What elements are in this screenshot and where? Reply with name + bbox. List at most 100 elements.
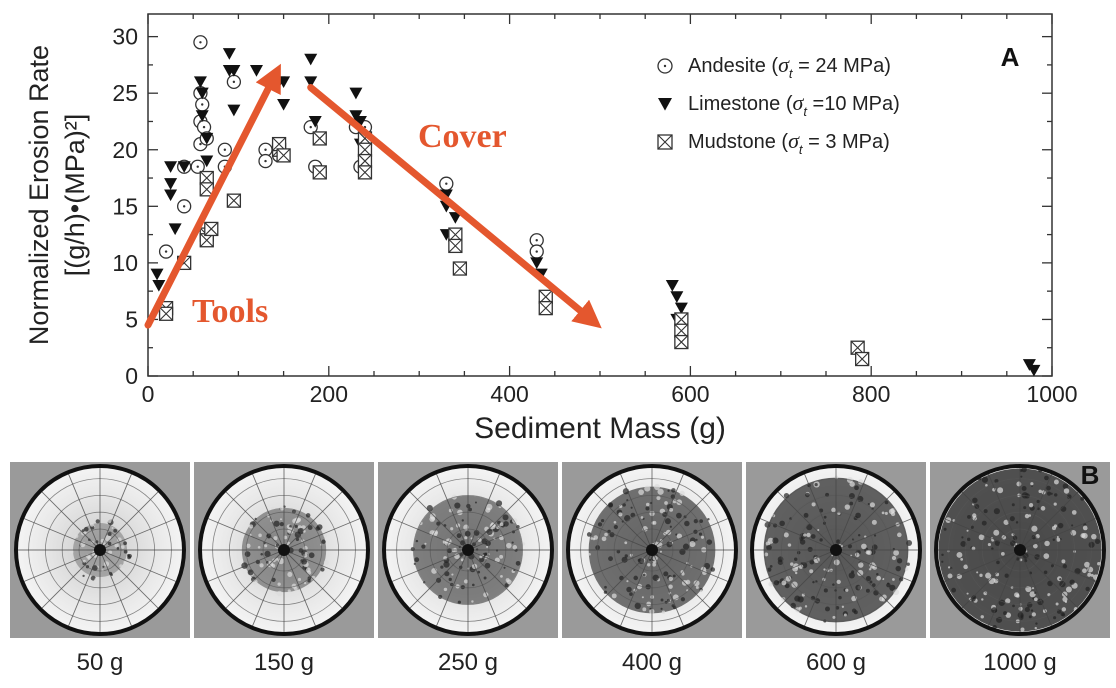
data-point-triangle-down xyxy=(150,268,164,281)
data-point-triangle-down xyxy=(304,76,318,89)
panel-b-photos: 50 g 150 g 250 g 400 g 600 g 1000 g xyxy=(10,462,1110,676)
trend-arrow-tools xyxy=(144,63,281,329)
data-point-circle xyxy=(529,233,544,248)
data-point-box-x xyxy=(850,340,865,355)
y-tick-label: 10 xyxy=(112,250,138,276)
plate-label: 150 g xyxy=(254,649,314,676)
trend-arrows xyxy=(144,63,602,329)
panel-label-a: A xyxy=(1001,42,1020,72)
plate-photo xyxy=(194,462,374,638)
data-point-triangle-down xyxy=(164,189,178,202)
plate-label: 1000 g xyxy=(983,649,1056,676)
data-point-box-x xyxy=(452,261,468,276)
data-point-box-x xyxy=(204,221,219,237)
y-tick-label: 0 xyxy=(125,363,138,389)
y-axis-unit: [(g/h)•(MPa)²] xyxy=(60,114,90,276)
data-point-triangle-down xyxy=(168,223,182,236)
legend-marker-box-x xyxy=(657,134,673,150)
y-axis-label: Normalized Erosion Rate xyxy=(24,45,54,345)
data-point-triangle-down xyxy=(164,178,178,190)
data-point-box-x xyxy=(674,312,689,327)
x-tick-label: 0 xyxy=(142,381,155,407)
data-point-triangle-down xyxy=(152,279,166,292)
data-point-triangle-down xyxy=(195,110,209,122)
data-point-triangle-down xyxy=(222,48,236,60)
plate-label: 250 g xyxy=(438,649,498,676)
legend-marker-triangle-down xyxy=(658,98,672,111)
data-point-triangle-down xyxy=(1027,364,1041,377)
data-points xyxy=(150,35,1041,377)
x-tick-label: 1000 xyxy=(1026,381,1077,407)
data-point-circle xyxy=(226,74,242,90)
plate-photo xyxy=(378,462,558,638)
data-point-triangle-down xyxy=(164,161,178,173)
legend-entry: Andesite (σt = 24 MPa) xyxy=(688,52,891,81)
data-point-box-x xyxy=(855,351,870,367)
plate-photo xyxy=(562,462,742,638)
plate-label: 600 g xyxy=(806,649,866,676)
annotation-cover: Cover xyxy=(418,118,507,155)
data-point-triangle-down xyxy=(195,87,209,100)
data-point-box-x xyxy=(448,227,463,242)
y-tick-label: 20 xyxy=(112,137,138,163)
data-point-box-x xyxy=(199,182,214,197)
data-point-box-x xyxy=(538,300,553,316)
y-tick-label: 5 xyxy=(125,306,138,332)
data-point-circle xyxy=(529,244,544,259)
data-point-circle xyxy=(195,97,210,112)
data-point-box-x xyxy=(312,131,327,146)
plate-photo xyxy=(746,462,926,638)
legend-entry: Limestone (σt =10 MPa) xyxy=(688,90,900,119)
data-point-circle xyxy=(158,244,174,259)
x-tick-label: 400 xyxy=(490,381,528,407)
data-point-triangle-down xyxy=(448,212,462,224)
annotation-tools: Tools xyxy=(192,293,268,330)
data-point-triangle-down xyxy=(530,257,544,270)
y-tick-label: 25 xyxy=(112,80,138,106)
data-point-triangle-down xyxy=(177,161,191,173)
data-point-triangle-down xyxy=(200,155,214,168)
x-axis: 0 200 400 600 800 1000 xyxy=(142,14,1078,407)
data-point-triangle-down xyxy=(349,87,363,100)
x-tick-label: 600 xyxy=(671,381,709,407)
data-point-circle xyxy=(258,153,273,169)
trend-arrow-cover xyxy=(307,84,602,329)
legend-marker-circle xyxy=(657,58,673,74)
data-point-circle xyxy=(190,159,205,174)
y-axis: 0 5 10 15 20 25 30 xyxy=(112,24,1052,389)
data-point-box-x xyxy=(312,165,327,180)
x-tick-label: 800 xyxy=(852,381,890,407)
y-tick-label: 30 xyxy=(112,24,138,50)
data-point-triangle-down xyxy=(353,115,367,128)
data-point-box-x xyxy=(226,193,242,208)
x-tick-label: 200 xyxy=(310,381,348,407)
data-point-circle xyxy=(177,199,192,214)
data-point-triangle-down xyxy=(277,98,291,111)
panel-label-b: B xyxy=(1081,460,1100,490)
data-point-box-x xyxy=(357,165,373,180)
data-point-triangle-down xyxy=(308,115,322,128)
x-axis-label: Sediment Mass (g) xyxy=(474,412,726,445)
data-point-triangle-down xyxy=(249,65,263,77)
data-point-circle xyxy=(217,142,232,157)
data-point-box-x xyxy=(448,238,463,254)
data-point-triangle-down xyxy=(227,104,241,117)
y-tick-label: 15 xyxy=(112,193,138,219)
data-point-box-x xyxy=(276,148,291,163)
data-point-triangle-down xyxy=(670,291,684,303)
plate-photo xyxy=(10,462,190,638)
data-point-triangle-down xyxy=(200,132,214,145)
data-point-circle xyxy=(439,176,454,191)
data-point-triangle-down xyxy=(674,302,688,315)
plate-label: 50 g xyxy=(77,649,124,676)
data-point-box-x xyxy=(158,306,174,321)
legend: Andesite (σt = 24 MPa) Limestone (σt =10 … xyxy=(657,52,900,157)
data-point-triangle-down xyxy=(304,53,318,66)
data-point-circle xyxy=(193,35,208,50)
data-point-triangle-down xyxy=(227,65,241,77)
data-point-triangle-down xyxy=(193,76,207,89)
plate-label: 400 g xyxy=(622,649,682,676)
plate-photo xyxy=(930,462,1110,638)
data-point-box-x xyxy=(674,334,689,350)
